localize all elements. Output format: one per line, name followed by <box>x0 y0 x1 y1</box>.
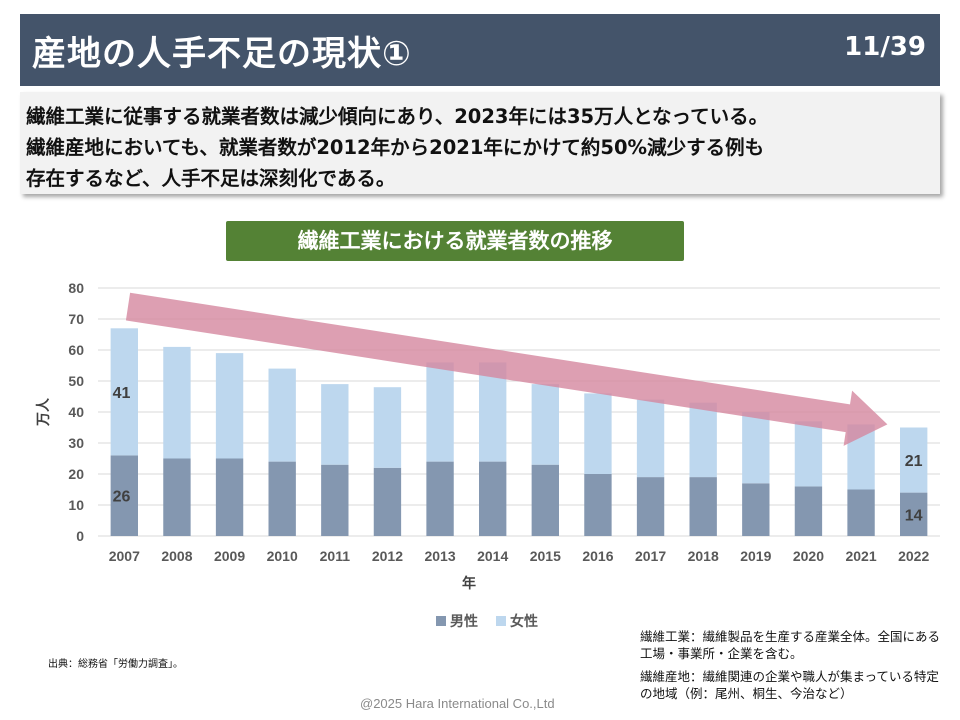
bar-segment <box>531 384 559 465</box>
x-tick-label: 2014 <box>477 548 508 564</box>
bar-segment <box>215 458 244 536</box>
bar-segment <box>794 421 823 487</box>
title-bar: 産地の人手不足の現状① 11/39 <box>20 14 940 86</box>
data-label: 21 <box>905 453 923 470</box>
x-tick-label: 2007 <box>109 548 140 564</box>
bar-segment <box>479 461 507 536</box>
x-tick-label: 2012 <box>372 548 403 564</box>
legend-swatch <box>496 616 506 626</box>
bar-segment <box>794 486 823 536</box>
y-tick-label: 50 <box>68 373 84 389</box>
x-tick-label: 2020 <box>793 548 824 564</box>
bar-segment <box>531 464 559 536</box>
y-axis-label: 万人 <box>35 397 52 427</box>
bar-segment <box>900 492 928 536</box>
x-tick-label: 2009 <box>214 548 245 564</box>
trend-arrow <box>125 292 888 446</box>
data-label: 26 <box>113 489 131 506</box>
bar-segment <box>215 353 244 459</box>
y-tick-label: 30 <box>68 435 84 451</box>
bar-segment <box>268 461 296 536</box>
legend-label: 男性 <box>450 613 478 630</box>
legend-swatch <box>436 616 446 626</box>
summary-line-2: 繊維産地においても、就業者数が2012年から2021年にかけて約50%減少する例… <box>26 136 765 159</box>
x-tick-label: 2010 <box>267 548 298 564</box>
bar-segment <box>373 467 402 536</box>
x-tick-label: 2008 <box>161 548 192 564</box>
definition-notes: 繊維工業：繊維製品を生産する産業全体。全国にある工場・事業所・企業を含む。 繊維… <box>640 628 950 708</box>
summary-line-3: 存在するなど、人手不足は深刻化である。 <box>26 167 396 190</box>
y-tick-label: 80 <box>68 280 84 296</box>
bar-segment <box>163 346 191 459</box>
data-label: 14 <box>905 507 923 524</box>
bar-segment <box>479 362 507 462</box>
bar-segment <box>689 477 717 536</box>
bar-segment <box>584 474 612 536</box>
bar-segment <box>847 489 875 536</box>
summary-line-1: 繊維工業に従事する就業者数は減少傾向にあり、2023年には35万人となっている。 <box>26 105 769 128</box>
x-tick-label: 2016 <box>582 548 613 564</box>
bar-segment <box>110 455 138 536</box>
x-tick-label: 2019 <box>740 548 771 564</box>
bar-segment <box>742 412 770 484</box>
x-tick-label: 2013 <box>424 548 455 564</box>
x-tick-label: 2015 <box>530 548 561 564</box>
bar-segment <box>268 368 296 462</box>
bar-segment <box>636 399 665 478</box>
bar-segment <box>636 477 665 536</box>
bar-segment <box>373 387 402 468</box>
y-tick-label: 10 <box>68 497 84 513</box>
page-title: 産地の人手不足の現状① <box>32 34 412 74</box>
bar-segment <box>900 427 928 493</box>
bar-segment <box>584 393 612 474</box>
note-textile-industry: 繊維工業：繊維製品を生産する産業全体。全国にある工場・事業所・企業を含む。 <box>640 629 941 661</box>
note-textile-region: 繊維産地：繊維関連の企業や職人が集まっている特定の地域（例：尾州、桐生、今治など… <box>640 669 939 701</box>
page-number: 11/39 <box>844 32 926 62</box>
y-tick-label: 70 <box>68 311 84 327</box>
x-tick-label: 2018 <box>688 548 719 564</box>
data-label: 41 <box>113 385 131 402</box>
bar-segment <box>742 483 770 536</box>
bar-segment <box>163 458 191 536</box>
bar-segment <box>321 464 349 536</box>
x-tick-label: 2011 <box>320 548 351 564</box>
y-tick-label: 20 <box>68 466 84 482</box>
x-tick-label: 2017 <box>635 548 666 564</box>
x-tick-label: 2021 <box>845 548 876 564</box>
summary-box: 繊維工業に従事する就業者数は減少傾向にあり、2023年には35万人となっている。… <box>20 92 940 194</box>
legend-label: 女性 <box>510 613 538 630</box>
bar-segment <box>426 362 454 462</box>
x-axis-label: 年 <box>462 575 476 592</box>
bar-segment <box>426 461 454 536</box>
chart-title: 繊維工業における就業者数の推移 <box>226 221 684 261</box>
bar-segment <box>689 402 717 478</box>
bar-segment <box>110 328 138 456</box>
bar-segment <box>321 384 349 465</box>
copyright: @2025 Hara International Co.,Ltd <box>360 696 555 711</box>
x-tick-label: 2022 <box>898 548 929 564</box>
y-tick-label: 0 <box>76 528 84 544</box>
source-note: 出典：総務省「労働力調査」。 <box>48 659 183 670</box>
y-tick-label: 40 <box>68 404 84 420</box>
y-tick-label: 60 <box>68 342 84 358</box>
